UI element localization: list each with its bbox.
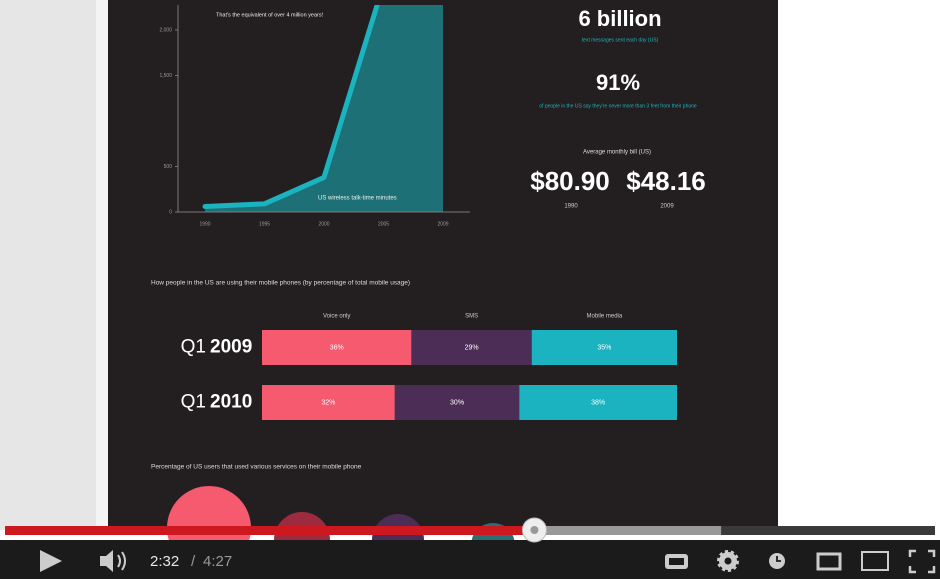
- captions-button[interactable]: [665, 554, 688, 569]
- stat-caption: of people in the US say they're never mo…: [539, 103, 697, 109]
- segment-label: 35%: [597, 344, 611, 351]
- settings-button[interactable]: [719, 552, 737, 570]
- page-edge: [96, 0, 108, 530]
- bill-amount: $48.16: [626, 166, 706, 196]
- x-tick-label: 2005: [378, 221, 389, 227]
- stat-value: 91%: [596, 70, 640, 95]
- row-quarter: Q1: [181, 392, 206, 413]
- x-tick-label: 2009: [437, 221, 448, 227]
- y-tick-label: 1,500: [159, 73, 172, 79]
- x-tick-label: 2000: [318, 221, 329, 227]
- y-tick-label: 0: [169, 209, 172, 215]
- segment-label: 36%: [330, 344, 344, 351]
- y-tick-label: 500: [164, 164, 173, 170]
- y-tick-label: 2,000: [159, 27, 172, 33]
- duration: 4:27: [203, 553, 232, 570]
- bill-amount: $80.90: [530, 166, 610, 196]
- page-margin: [0, 0, 96, 530]
- played-bar: [5, 526, 534, 535]
- row-quarter: Q1: [181, 337, 206, 358]
- stat-caption: text messages sent each day (US): [582, 37, 659, 43]
- segment-header: SMS: [465, 314, 478, 320]
- bill-title: Average monthly bill (US): [583, 150, 651, 156]
- segment-label: 29%: [465, 344, 479, 351]
- segment-header: Voice only: [323, 314, 350, 320]
- row-year: 2009: [210, 337, 252, 358]
- series-label: US wireless talk-time minutes: [318, 196, 397, 202]
- current-time: 2:32: [150, 553, 179, 570]
- watch-later-button[interactable]: [769, 553, 785, 569]
- bill-year: 1990: [564, 204, 578, 210]
- annotation: That's the equivalent of over 4 million …: [216, 12, 324, 18]
- cc-icon-inner: [669, 558, 684, 565]
- stat-value: 6 billion: [578, 6, 661, 31]
- scrubber-dot: [530, 526, 538, 534]
- usage-title: How people in the US are using their mob…: [151, 280, 410, 287]
- segment-label: 30%: [450, 399, 464, 406]
- x-tick-label: 1990: [199, 221, 210, 227]
- row-year: 2010: [210, 392, 252, 413]
- segment-header: Mobile media: [587, 314, 623, 320]
- segment-label: 38%: [591, 399, 605, 406]
- segment-label: 32%: [321, 399, 335, 406]
- x-tick-label: 1995: [259, 221, 270, 227]
- video-player: 6 billion text messages sent each day (U…: [0, 0, 940, 579]
- control-bar: [0, 540, 940, 579]
- bill-year: 2009: [660, 204, 674, 210]
- gear-hole: [725, 558, 732, 565]
- services-title: Percentage of US users that used various…: [151, 464, 362, 471]
